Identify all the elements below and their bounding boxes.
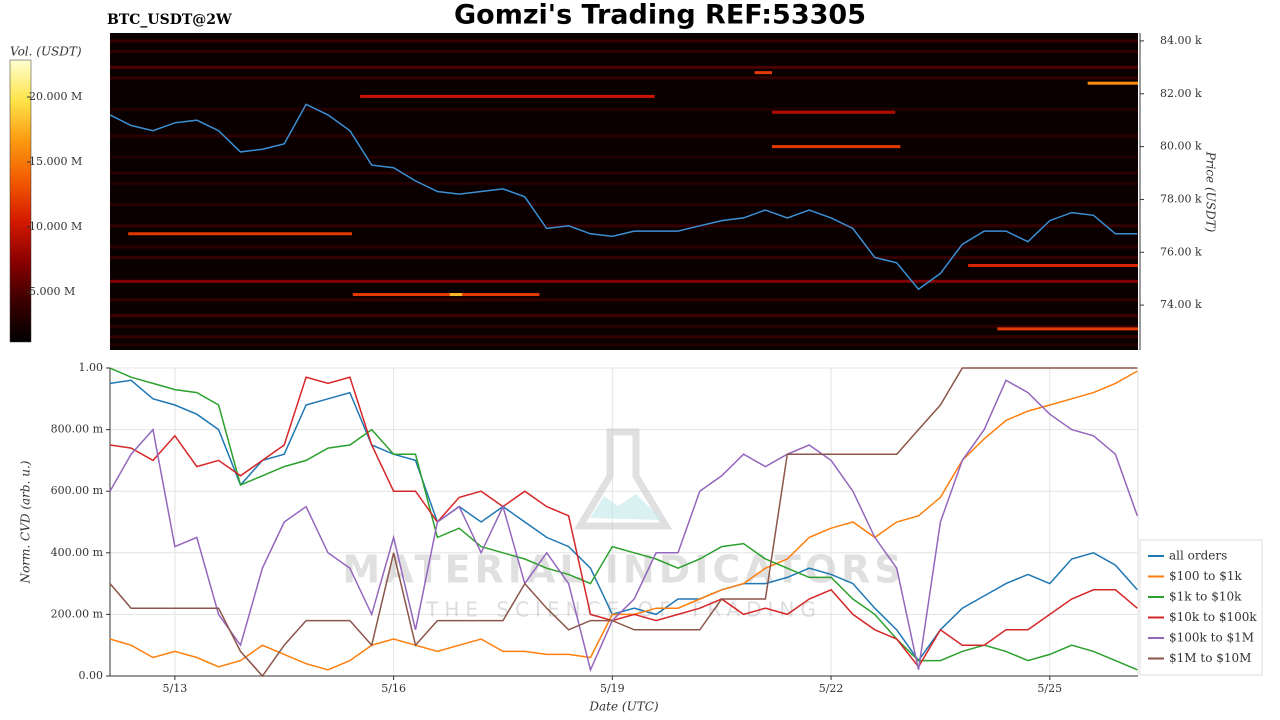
y-tick-label: 80.00 k: [1160, 140, 1202, 153]
x-tick-label: 5/19: [600, 682, 625, 695]
liquidity-level: [1087, 81, 1138, 85]
liquidity-level: [997, 327, 1138, 331]
liquidity-level: [110, 203, 1138, 207]
legend-label: $100 to $1k: [1169, 569, 1242, 583]
y-tick-label: 84.00 k: [1160, 34, 1202, 47]
liquidity-level: [352, 293, 540, 297]
colorbar: [9, 59, 32, 343]
liquidity-level: [110, 39, 1138, 43]
colorbar-tick-label: 5.000 M: [29, 285, 75, 298]
liquidity-level: [110, 171, 1138, 175]
y-tick-label: 0.00: [79, 669, 104, 682]
heatmap-background: [110, 33, 1138, 350]
liquidity-level: [110, 76, 1138, 80]
x-tick-label: 5/22: [819, 682, 844, 695]
liquidity-level: [110, 335, 1138, 339]
plot-area: [109, 367, 1139, 677]
legend-label: $1M to $10M: [1169, 651, 1251, 665]
liquidity-level: [772, 145, 901, 149]
legend-label: $100k to $1M: [1169, 631, 1254, 645]
y-tick-label: 76.00 k: [1160, 245, 1202, 258]
series-line: [109, 379, 1138, 662]
x-axis-label: Date (UTC): [588, 700, 658, 714]
colorbar-tick-label: 15.000 M: [29, 155, 82, 168]
liquidity-level: [110, 224, 1138, 228]
series-line: [109, 367, 1138, 671]
series-line: [109, 367, 1138, 678]
liquidity-level: [110, 343, 1138, 347]
watermark: MATERIAL INDICATORS: [342, 548, 905, 592]
y-tick-label: 82.00 k: [1160, 87, 1202, 100]
liquidity-level: [110, 182, 1138, 186]
y-tick-label: 1.00: [79, 361, 104, 374]
liquidity-level: [110, 279, 1138, 283]
legend-box: [1139, 539, 1263, 676]
y-tick-label: 74.00 k: [1160, 298, 1202, 311]
liquidity-level: [128, 232, 353, 236]
legend-label: all orders: [1169, 549, 1227, 563]
liquidity-level: [110, 155, 1138, 159]
price-line: [109, 103, 1138, 291]
y-axis-label: Norm. CVD (arb. u.): [19, 460, 33, 584]
liquidity-level: [968, 263, 1138, 267]
colorbar-tick-label: 10.000 M: [29, 220, 82, 233]
liquidity-level: [110, 245, 1138, 249]
legend-label: $1k to $10k: [1169, 590, 1242, 604]
liquidity-level: [360, 94, 655, 98]
chart-title: Gomzi's Trading REF:53305: [454, 0, 866, 31]
series-line: [109, 370, 1138, 671]
x-tick-label: 5/13: [163, 682, 188, 695]
y-tick-label: 800.00 m: [51, 423, 104, 436]
y-tick-label: 600.00 m: [51, 484, 104, 497]
y-tick-label: 400.00 m: [51, 546, 104, 559]
liquidity-level: [110, 298, 1138, 302]
liquidity-level: [110, 49, 1138, 53]
liquidity-level: [110, 108, 1138, 112]
liquidity-level: [110, 314, 1138, 318]
liquidity-level: [110, 65, 1138, 69]
liquidity-level: [110, 134, 1138, 138]
y-tick-label: 200.00 m: [51, 607, 104, 620]
liquidity-level: [110, 256, 1138, 260]
chart-subtitle: BTC_USDT@2W: [107, 12, 232, 28]
x-tick-label: 5/25: [1037, 682, 1062, 695]
liquidity-level: [449, 293, 463, 297]
watermark-logo: [590, 494, 662, 520]
x-tick-label: 5/16: [381, 682, 406, 695]
series-line: [109, 379, 1139, 673]
watermark-logo: [573, 428, 673, 530]
colorbar-label: Vol. (USDT): [10, 45, 82, 59]
legend-label: $10k to $100k: [1169, 610, 1257, 624]
colorbar-tick-label: 20.000 M: [29, 90, 82, 103]
series-line: [109, 376, 1138, 669]
y-axis-label: Price (USDT): [1204, 151, 1218, 233]
liquidity-level: [110, 324, 1138, 328]
liquidity-level: [772, 110, 896, 114]
liquidity-level: [754, 71, 773, 75]
y-tick-label: 78.00 k: [1160, 192, 1202, 205]
